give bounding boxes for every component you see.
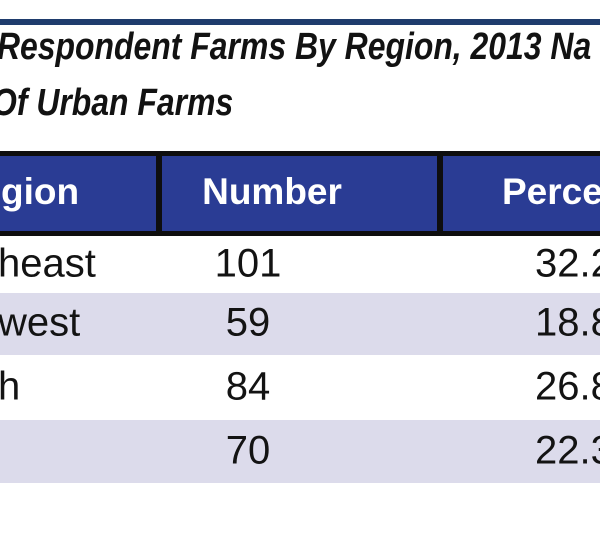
header-label-percent: Perce [502,171,600,213]
number-cell: 84 [225,364,271,409]
header-label-number: Number [202,171,342,213]
table-row: heast 101 32.2 [0,236,600,293]
table-row: west 59 18.8 [0,293,600,355]
number-cell: 59 [225,300,271,345]
top-divider-rule [0,19,600,25]
table-title-line1: Respondent Farms By Region, 2013 Na [0,26,592,68]
number-cell: 101 [214,241,282,286]
table-row: 70 22.3 [0,420,600,483]
table-header-row: gion Number Perce [0,151,600,236]
percent-cell: 22.3 [535,428,600,473]
number-cell: 70 [225,428,271,473]
table-title-line2: Of Urban Farms [0,82,234,124]
region-cell: west [0,300,81,345]
region-cell: h [0,364,21,409]
header-cell-number [162,156,437,231]
percent-cell: 18.8 [535,300,600,345]
percent-cell: 26.8 [535,364,600,409]
table-row: h 84 26.8 [0,355,600,420]
percent-cell: 32.2 [535,241,600,286]
region-cell: heast [0,241,96,286]
header-cell-percent [443,156,600,231]
header-cell-region [0,156,156,231]
header-label-region: gion [1,171,80,213]
